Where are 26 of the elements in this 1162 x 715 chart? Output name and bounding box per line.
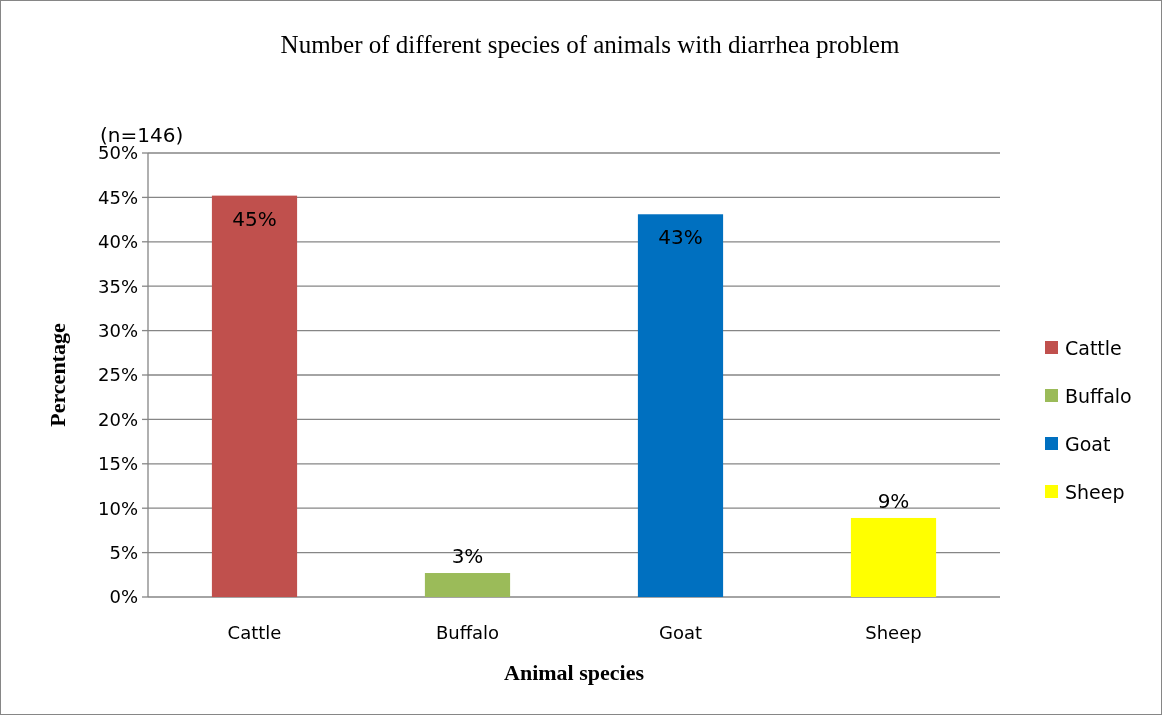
data-label: 9% xyxy=(877,488,910,513)
data-label: 3% xyxy=(451,544,484,569)
legend-label: Cattle xyxy=(1065,336,1122,359)
y-tick-label: 40% xyxy=(97,231,138,253)
x-tick-label: Sheep xyxy=(865,622,922,643)
y-tick-label: 35% xyxy=(97,275,138,297)
x-tick-label: Cattle xyxy=(227,622,282,643)
legend-label: Sheep xyxy=(1065,480,1125,503)
y-tick-label: 0% xyxy=(109,586,138,608)
legend-label: Goat xyxy=(1065,432,1111,455)
y-tick-label: 20% xyxy=(97,408,138,430)
y-tick-label: 15% xyxy=(97,453,138,475)
y-tick-label: 25% xyxy=(97,364,138,386)
y-tick-label: 30% xyxy=(97,319,138,341)
y-axis-title: Percentage xyxy=(45,323,70,427)
data-label: 45% xyxy=(232,206,277,231)
x-axis-title: Animal species xyxy=(504,660,645,685)
chart-title: Number of different species of animals with diarrhea problem xyxy=(280,31,900,58)
y-tick-label: 45% xyxy=(97,186,138,208)
x-tick-label: Goat xyxy=(658,622,703,643)
text: (n=146) xyxy=(100,123,184,147)
y-tick-label: 10% xyxy=(97,497,138,519)
x-tick-label: Buffalo xyxy=(435,622,500,643)
y-tick-label: 5% xyxy=(109,541,138,563)
data-label: 43% xyxy=(658,225,703,250)
legend-label: Buffalo xyxy=(1065,384,1132,407)
